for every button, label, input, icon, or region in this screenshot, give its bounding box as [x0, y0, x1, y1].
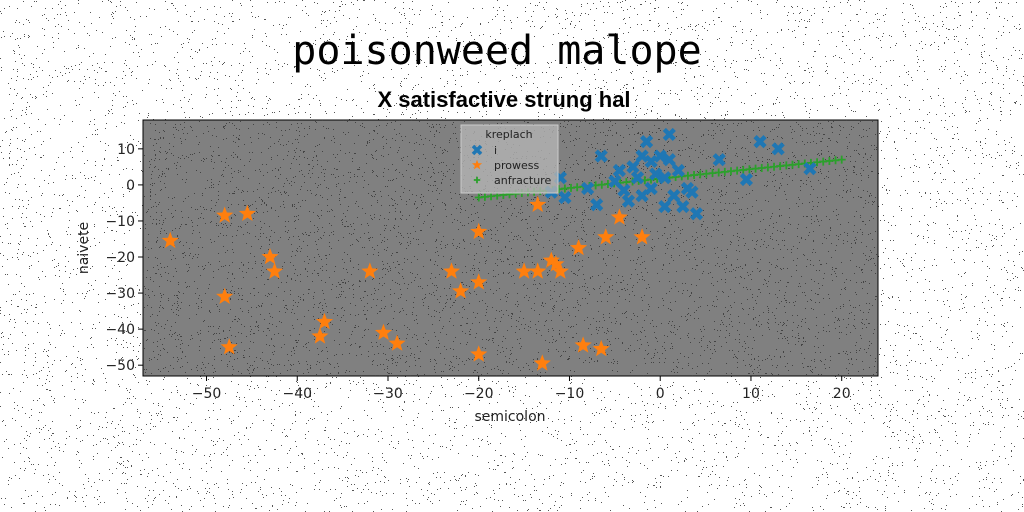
- data-point-i: [644, 154, 658, 169]
- data-point-prowess: [216, 287, 234, 304]
- x-tick-label: −40: [282, 386, 312, 402]
- y-tick-label: −50: [105, 358, 135, 374]
- data-point-anfracture: [837, 155, 846, 164]
- data-point-i: [644, 181, 658, 196]
- data-point-i: [771, 142, 785, 156]
- data-point-i: [671, 163, 685, 178]
- data-point-i: [617, 183, 631, 197]
- data-point-i: [630, 171, 645, 185]
- data-point-prowess: [374, 323, 392, 340]
- data-point-i: [753, 135, 767, 149]
- plot-noise: [143, 120, 878, 376]
- legend-label-i: i: [494, 144, 497, 157]
- data-point-prowess: [361, 262, 379, 279]
- y-tick-label: −30: [105, 286, 135, 302]
- data-point-prowess: [388, 334, 406, 351]
- data-point-prowess: [597, 228, 615, 245]
- data-point-i: [608, 174, 622, 188]
- data-point-i: [653, 149, 667, 163]
- x-tick-label: 20: [833, 386, 851, 402]
- data-point-prowess: [161, 231, 179, 249]
- data-point-prowess: [452, 282, 470, 299]
- data-point-prowess: [533, 354, 551, 371]
- data-point-i: [689, 207, 704, 221]
- data-point-i: [803, 162, 817, 176]
- data-point-prowess: [592, 340, 610, 357]
- data-point-i: [658, 171, 672, 185]
- data-point-i: [685, 185, 699, 199]
- data-point-i: [594, 149, 608, 163]
- x-tick-label: −50: [192, 386, 222, 402]
- data-point-prowess: [529, 195, 547, 212]
- legend-marker-anfracture: [473, 176, 481, 184]
- data-point-prowess: [216, 206, 234, 223]
- data-point-prowess: [547, 255, 565, 272]
- data-point-i: [558, 190, 572, 205]
- y-axis-label: naivete: [76, 222, 92, 274]
- data-point-prowess: [443, 262, 461, 279]
- data-point-i: [676, 199, 690, 214]
- x-tick-label: −20: [464, 386, 494, 402]
- data-point-i: [612, 163, 626, 178]
- data-point-prowess: [551, 262, 569, 279]
- data-point-prowess: [542, 251, 560, 268]
- data-point-i: [667, 189, 681, 203]
- y-tick-label: 10: [117, 142, 135, 158]
- data-point-i: [662, 153, 676, 167]
- data-point-i: [658, 199, 672, 214]
- y-axis: 10 0 −10 −20 −30 −40 −50: [105, 142, 143, 374]
- series-prowess: [161, 195, 651, 371]
- data-point-i: [581, 181, 595, 196]
- data-point-prowess: [311, 327, 329, 344]
- legend-entry-anfracture: anfracture: [473, 174, 551, 187]
- chart-title: X satisfactive strung hal: [377, 87, 630, 112]
- data-point-prowess: [470, 273, 488, 290]
- x-tick-label: 10: [742, 386, 760, 402]
- data-point-i: [590, 198, 604, 212]
- y-tick-label: −10: [105, 214, 135, 230]
- legend-entry-i: i: [471, 144, 497, 157]
- data-point-prowess: [261, 248, 279, 265]
- data-point-prowess: [570, 239, 588, 256]
- legend-marker-prowess: [471, 159, 483, 170]
- data-point-prowess: [266, 262, 284, 279]
- data-point-prowess: [515, 262, 533, 279]
- legend-title: kreplach: [485, 128, 532, 141]
- x-tick-label: −10: [555, 386, 585, 402]
- data-point-prowess: [574, 336, 592, 353]
- y-tick-label: −40: [105, 322, 135, 338]
- data-point-i: [621, 194, 636, 208]
- data-point-i: [739, 172, 754, 187]
- data-point-prowess: [633, 228, 651, 245]
- legend-items: i prowess anfracture: [471, 144, 551, 187]
- data-point-prowess: [238, 204, 256, 221]
- data-point-i: [626, 160, 640, 174]
- figure-suptitle: poisonweed malope: [292, 28, 701, 74]
- legend-label-prowess: prowess: [494, 159, 539, 172]
- data-point-i: [640, 135, 654, 149]
- x-axis-label: semicolon: [474, 409, 545, 425]
- data-point-i: [662, 127, 676, 142]
- y-tick-label: 0: [126, 178, 135, 194]
- y-tick-label: −20: [105, 250, 135, 266]
- data-point-i: [712, 153, 726, 167]
- data-point-prowess: [220, 338, 238, 355]
- legend-label-anfracture: anfracture: [494, 174, 551, 187]
- data-point-prowess: [470, 222, 488, 240]
- x-tick-label: −30: [373, 386, 403, 402]
- data-point-prowess: [470, 345, 488, 362]
- data-point-i: [635, 149, 649, 163]
- legend-marker-i: [471, 144, 483, 156]
- x-axis: −50 −40 −30 −20 −10 0 10 20: [192, 376, 851, 402]
- data-point-prowess: [315, 312, 333, 330]
- legend: kreplach i prowess anfracture: [460, 124, 559, 194]
- legend-entry-prowess: prowess: [471, 159, 539, 172]
- data-point-i: [649, 167, 663, 181]
- data-point-prowess: [610, 208, 628, 225]
- data-point-prowess: [529, 262, 547, 279]
- x-tick-label: 0: [656, 386, 665, 402]
